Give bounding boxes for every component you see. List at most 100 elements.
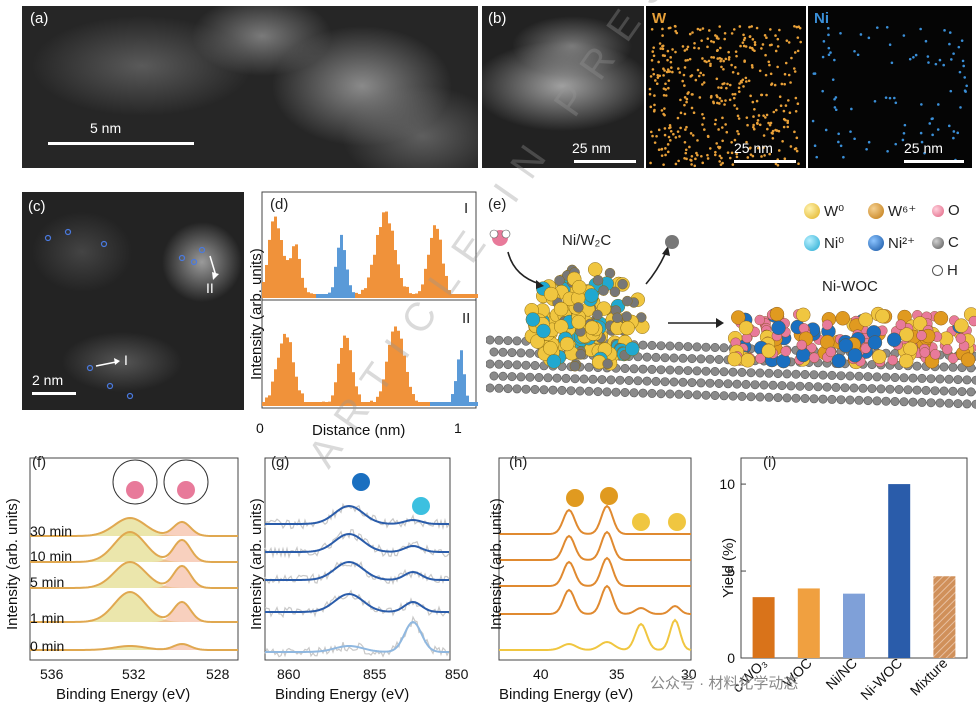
w-dot — [662, 87, 666, 90]
w-dot — [742, 33, 745, 37]
legend-h: H — [932, 262, 958, 279]
w-dot — [676, 130, 680, 133]
w-dot — [731, 70, 735, 74]
profile-ii-bar — [277, 357, 280, 406]
w-dot — [745, 80, 748, 83]
w-dot — [771, 132, 774, 135]
support-atom — [755, 392, 765, 402]
w-dot — [724, 123, 727, 126]
support-atom — [746, 392, 756, 402]
support-atom — [741, 379, 751, 389]
support-atom — [701, 366, 711, 376]
w-dot — [655, 82, 659, 86]
profile-ii-bar — [448, 402, 451, 406]
f-envelope — [30, 590, 238, 623]
support-atom — [552, 373, 562, 383]
w-dot — [733, 104, 736, 107]
w-dot — [692, 111, 696, 115]
support-atom — [512, 384, 522, 394]
w-dot — [656, 73, 660, 77]
profile-ii-bar — [280, 343, 283, 406]
w-dot — [690, 163, 693, 166]
support-atom — [840, 383, 850, 393]
w-dot — [669, 126, 672, 129]
support-atom — [486, 359, 495, 369]
support-atom — [642, 376, 652, 386]
w-dot — [683, 140, 687, 144]
w-dot — [776, 45, 780, 48]
w-dot — [656, 76, 660, 79]
profile-ii-bar — [343, 335, 346, 406]
profile-ii-bar — [364, 402, 367, 406]
w-dot — [659, 47, 663, 50]
support-atom — [683, 390, 693, 400]
w-dot — [681, 45, 685, 48]
w-dot — [703, 128, 706, 131]
woc-atom — [838, 338, 854, 353]
support-atom — [486, 335, 495, 345]
ni-dot — [853, 137, 856, 141]
w-dot — [715, 142, 719, 145]
w-dot — [750, 25, 754, 28]
support-atom — [948, 386, 958, 396]
f-time-30: 30 min — [30, 523, 73, 539]
ni-dot — [902, 131, 906, 135]
ni-dot — [839, 144, 843, 148]
w-dot — [723, 31, 727, 35]
support-atom — [845, 371, 855, 381]
ni-dot — [811, 119, 815, 123]
f-envelope — [30, 560, 238, 589]
f-xtick-1: 532 — [122, 666, 146, 682]
support-atom — [507, 348, 517, 358]
w-dot — [727, 58, 731, 61]
w-dot — [669, 56, 672, 59]
w-dot — [760, 93, 764, 97]
profile-ii-bar — [445, 402, 448, 406]
support-atom — [512, 360, 522, 370]
w-dot — [721, 126, 724, 129]
support-atom — [669, 353, 679, 363]
w-dot — [721, 161, 724, 165]
profile-i-bar — [379, 227, 382, 298]
water-h-atom — [501, 229, 511, 239]
w-dot — [726, 82, 729, 86]
g-xaxis-title: Binding Energy (eV) — [275, 686, 410, 703]
ni-dot — [837, 132, 840, 136]
woc-atom — [731, 310, 746, 325]
panel-g: (g) 860 855 850 Binding Energy (eV) — [245, 446, 485, 718]
w-dot — [712, 56, 716, 59]
w-dot — [684, 148, 688, 152]
ni-dot — [965, 84, 968, 88]
w-dot — [783, 72, 787, 76]
support-atom — [705, 354, 715, 364]
ni-dot — [919, 131, 923, 135]
legend-ni2-text: Ni²⁺ — [888, 235, 916, 252]
w-dot — [674, 25, 677, 28]
w-dot — [792, 67, 796, 70]
w-dot — [648, 87, 652, 91]
h-w-sphere-icon — [566, 489, 584, 507]
ni-dot — [826, 26, 830, 30]
support-atom — [660, 353, 670, 363]
support-atom — [894, 385, 904, 395]
woc-atom — [754, 314, 766, 326]
support-atom — [638, 340, 648, 350]
ni-dot — [875, 26, 879, 29]
ni-dot — [856, 53, 860, 57]
profile-i-bar — [439, 239, 442, 298]
w-dot — [663, 54, 666, 58]
w-dot — [664, 153, 667, 157]
w-dot — [751, 100, 755, 104]
ni-dot — [833, 58, 836, 62]
f-component-2 — [30, 522, 238, 536]
w-dot — [751, 38, 755, 41]
support-atom — [845, 395, 855, 405]
w-dot — [776, 37, 780, 41]
w-dot — [758, 123, 762, 127]
particle-atom — [592, 274, 604, 286]
support-atom — [498, 371, 508, 381]
w-dot — [688, 145, 691, 149]
w-dot — [662, 74, 665, 77]
w-dot — [690, 159, 693, 162]
w-dot — [782, 125, 786, 129]
